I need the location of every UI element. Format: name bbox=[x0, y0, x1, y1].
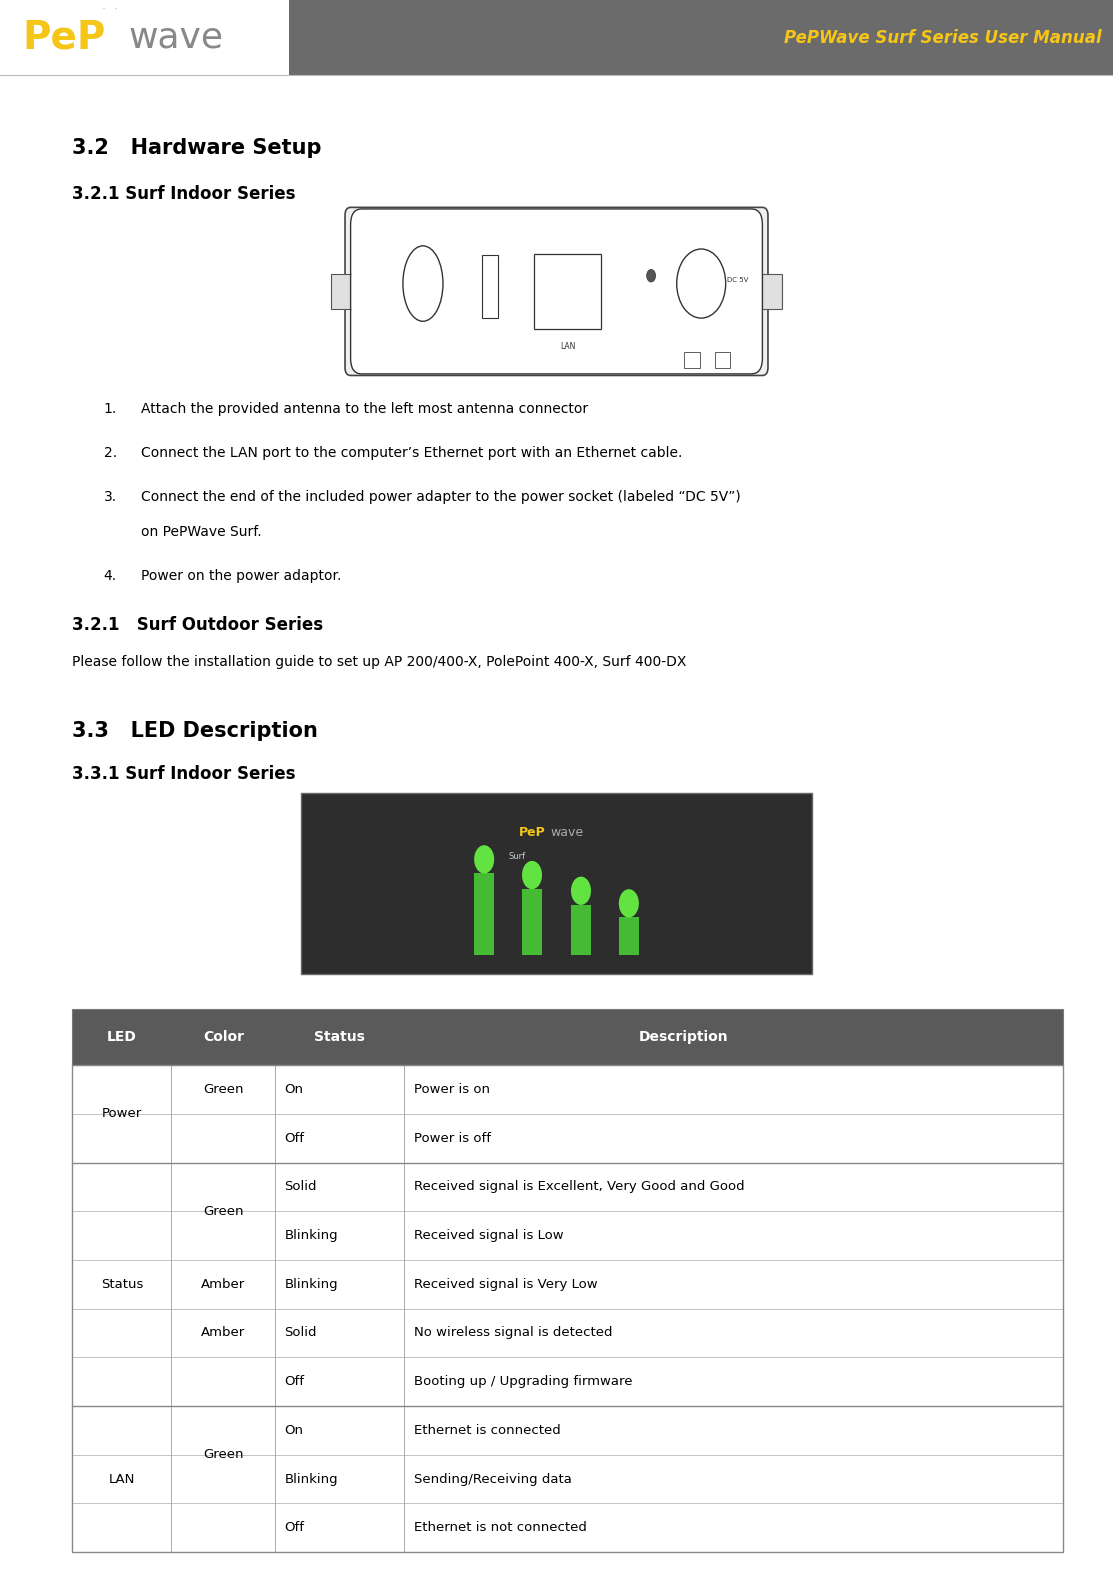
Bar bbox=[762, 275, 782, 309]
Text: Connect the end of the included power adapter to the power socket (labeled “DC 5: Connect the end of the included power ad… bbox=[141, 490, 741, 504]
Text: Color: Color bbox=[203, 1031, 244, 1043]
Text: Blinking: Blinking bbox=[284, 1472, 338, 1486]
Text: 3.2.1   Surf Outdoor Series: 3.2.1 Surf Outdoor Series bbox=[72, 616, 324, 633]
Bar bbox=[715, 352, 730, 368]
Circle shape bbox=[619, 889, 639, 917]
Text: PeP: PeP bbox=[519, 826, 545, 839]
Text: Power: Power bbox=[101, 1108, 142, 1120]
Circle shape bbox=[647, 270, 656, 283]
Text: Off: Off bbox=[284, 1375, 304, 1389]
Text: Page 5: Page 5 bbox=[533, 1530, 580, 1543]
Text: 1.: 1. bbox=[104, 402, 117, 416]
Text: Solid: Solid bbox=[284, 1326, 317, 1340]
Bar bbox=[0, 0, 289, 75]
Bar bbox=[72, 1065, 1063, 1552]
Circle shape bbox=[571, 877, 591, 905]
Bar bbox=[72, 1503, 1063, 1552]
Text: Blinking: Blinking bbox=[284, 1277, 338, 1291]
Text: Green: Green bbox=[204, 1448, 244, 1461]
Text: 3.3   LED Description: 3.3 LED Description bbox=[72, 721, 318, 742]
Text: Description: Description bbox=[639, 1031, 729, 1043]
Bar bbox=[72, 1455, 1063, 1503]
Text: LAN: LAN bbox=[560, 342, 575, 350]
Text: Received signal is Excellent, Very Good and Good: Received signal is Excellent, Very Good … bbox=[414, 1180, 745, 1194]
Text: Received signal is Very Low: Received signal is Very Low bbox=[414, 1277, 598, 1291]
Text: Power on the power adaptor.: Power on the power adaptor. bbox=[141, 569, 342, 583]
Circle shape bbox=[522, 861, 542, 889]
Text: Status: Status bbox=[100, 1277, 144, 1291]
Text: Solid: Solid bbox=[284, 1180, 317, 1194]
Bar bbox=[72, 1211, 1063, 1260]
Text: Power is off: Power is off bbox=[414, 1131, 491, 1145]
Bar bbox=[72, 1406, 1063, 1455]
Text: Blinking: Blinking bbox=[284, 1229, 338, 1243]
Text: On: On bbox=[284, 1082, 304, 1097]
Ellipse shape bbox=[403, 247, 443, 322]
Bar bbox=[72, 1065, 1063, 1114]
Text: Please follow the installation guide to set up AP 200/400-X, PolePoint 400-X, Su: Please follow the installation guide to … bbox=[72, 655, 687, 669]
Bar bbox=[571, 905, 591, 955]
Text: 2.: 2. bbox=[104, 446, 117, 460]
Text: Amber: Amber bbox=[201, 1277, 246, 1291]
Bar bbox=[331, 275, 351, 309]
Bar bbox=[72, 1357, 1063, 1406]
Bar bbox=[72, 1009, 1063, 1065]
Bar bbox=[684, 352, 700, 368]
Text: Surf: Surf bbox=[509, 851, 526, 861]
Text: LED: LED bbox=[107, 1031, 137, 1043]
Text: Ethernet is connected: Ethernet is connected bbox=[414, 1423, 561, 1437]
Text: On: On bbox=[284, 1423, 304, 1437]
Text: Booting up / Upgrading firmware: Booting up / Upgrading firmware bbox=[414, 1375, 632, 1389]
Bar bbox=[72, 1163, 1063, 1211]
Text: PePWave Surf Series User Manual: PePWave Surf Series User Manual bbox=[785, 28, 1102, 47]
Text: Connect the LAN port to the computer’s Ethernet port with an Ethernet cable.: Connect the LAN port to the computer’s E… bbox=[141, 446, 682, 460]
FancyBboxPatch shape bbox=[351, 209, 762, 374]
Text: ·  ·: · · bbox=[102, 3, 118, 16]
Text: 3.2.1 Surf Indoor Series: 3.2.1 Surf Indoor Series bbox=[72, 185, 296, 203]
Bar bbox=[482, 256, 498, 319]
Text: 3.3.1 Surf Indoor Series: 3.3.1 Surf Indoor Series bbox=[72, 765, 296, 782]
Text: Off: Off bbox=[284, 1131, 304, 1145]
Bar bbox=[72, 1260, 1063, 1309]
Text: on PePWave Surf.: on PePWave Surf. bbox=[141, 525, 262, 539]
Text: wave: wave bbox=[551, 826, 584, 839]
Text: DC 5V: DC 5V bbox=[727, 278, 748, 283]
Text: Green: Green bbox=[204, 1082, 244, 1097]
Text: Power is on: Power is on bbox=[414, 1082, 490, 1097]
Bar bbox=[619, 917, 639, 955]
Bar bbox=[289, 0, 1113, 75]
Text: 3.2   Hardware Setup: 3.2 Hardware Setup bbox=[72, 138, 322, 159]
Bar bbox=[72, 1309, 1063, 1357]
Text: 3.: 3. bbox=[104, 490, 117, 504]
Text: PeP: PeP bbox=[22, 19, 106, 57]
Text: Ethernet is not connected: Ethernet is not connected bbox=[414, 1521, 587, 1535]
Text: Received signal is Low: Received signal is Low bbox=[414, 1229, 564, 1243]
FancyBboxPatch shape bbox=[345, 207, 768, 375]
Text: No wireless signal is detected: No wireless signal is detected bbox=[414, 1326, 612, 1340]
Text: Sending/Receiving data: Sending/Receiving data bbox=[414, 1472, 572, 1486]
Bar bbox=[301, 793, 812, 974]
Circle shape bbox=[677, 250, 726, 319]
Text: 4.: 4. bbox=[104, 569, 117, 583]
Text: wave: wave bbox=[128, 20, 223, 55]
Bar bbox=[534, 255, 601, 330]
Text: Off: Off bbox=[284, 1521, 304, 1535]
Text: Attach the provided antenna to the left most antenna connector: Attach the provided antenna to the left … bbox=[141, 402, 589, 416]
Bar bbox=[522, 889, 542, 955]
Text: LAN: LAN bbox=[109, 1472, 135, 1486]
Text: Status: Status bbox=[314, 1031, 365, 1043]
Text: Green: Green bbox=[204, 1205, 244, 1218]
Circle shape bbox=[474, 845, 494, 873]
Text: Amber: Amber bbox=[201, 1326, 246, 1340]
Bar bbox=[72, 1114, 1063, 1163]
Bar bbox=[474, 873, 494, 955]
